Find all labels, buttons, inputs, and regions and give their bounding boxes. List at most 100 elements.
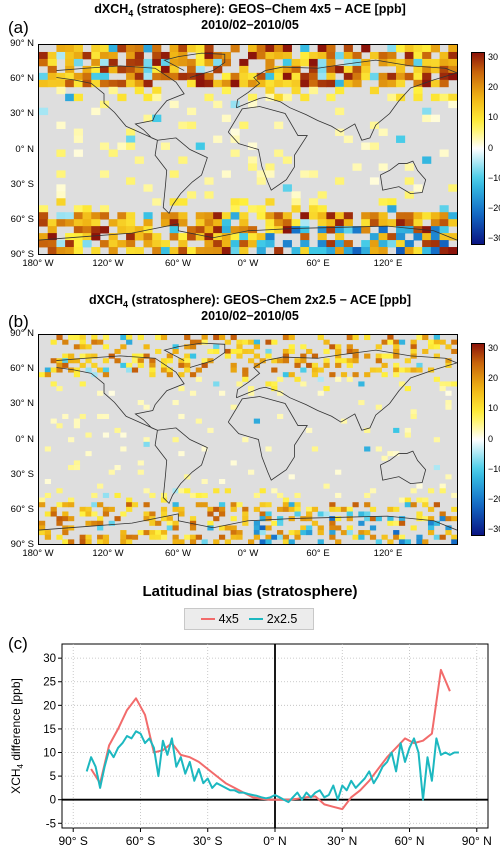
map-cell (47, 58, 57, 67)
y-tick-label: -5 (46, 818, 56, 830)
map-cell (120, 534, 127, 540)
map-cell (422, 51, 432, 60)
map-cell (317, 45, 327, 53)
map-cell (265, 539, 272, 544)
map-cell (358, 530, 365, 536)
map-cell (178, 539, 185, 544)
map-cell (352, 534, 359, 540)
map-cell (274, 45, 284, 53)
map-cell (451, 516, 457, 522)
map-cell (82, 212, 92, 220)
map-cell (47, 72, 57, 81)
map-cell (102, 335, 110, 341)
map-cell (56, 45, 66, 53)
map-cell (56, 247, 66, 254)
map-cell (274, 79, 284, 88)
map-cell (99, 51, 110, 60)
map-cell (50, 339, 57, 345)
map-cell (201, 335, 208, 341)
legend-label-4x5: 4x5 (218, 612, 239, 626)
map-lon-label: 180° W (22, 258, 54, 269)
map-cell (189, 520, 197, 526)
map-cell (143, 353, 150, 359)
map-cell (213, 219, 223, 227)
map-cell (381, 455, 388, 461)
map-cell (451, 348, 457, 354)
map-cell (160, 212, 171, 220)
map-cell (169, 226, 179, 234)
map-cell (393, 353, 400, 359)
map-cell (195, 51, 205, 60)
coastline (39, 513, 457, 531)
map-cell (364, 492, 371, 498)
map-cell (187, 45, 197, 53)
map-cell (317, 367, 324, 373)
map-cell (91, 335, 98, 341)
map-cell (117, 93, 127, 102)
map-cell (73, 79, 83, 88)
map-cell (445, 400, 452, 406)
map-cell (416, 511, 423, 517)
map-cell (352, 502, 359, 508)
map-cell (361, 219, 371, 227)
map-cell (131, 534, 139, 540)
map-cell (326, 51, 336, 60)
map-cell (201, 478, 208, 485)
map-cell (396, 93, 406, 102)
map-cell (172, 437, 179, 443)
map-cell (265, 212, 275, 220)
map-cell (300, 381, 307, 387)
map-cell (294, 502, 301, 508)
map-cell (143, 45, 153, 53)
map-cell (149, 530, 156, 536)
map-cell (221, 72, 231, 81)
map-cell (294, 530, 301, 536)
y-tick-label: 10 (43, 748, 56, 760)
map-cell (413, 226, 423, 234)
map-cell (221, 233, 231, 241)
map-cell (239, 65, 249, 74)
map-cell (56, 488, 63, 494)
map-lon-label: 60° W (165, 258, 191, 269)
map-cell (230, 205, 240, 213)
map-cell (294, 506, 301, 512)
latitudinal-bias-chart: -5 0 5 10 15 20 25 30 90° S 60° S 30° S 0° N 30° N 60… (9, 643, 492, 848)
map-cell (236, 530, 243, 536)
map-cell (306, 348, 313, 354)
map-cell (265, 86, 275, 95)
map-cell (97, 339, 104, 345)
map-cell (117, 226, 127, 234)
map-cell (433, 520, 440, 526)
map-cell (291, 247, 301, 254)
map-cell (282, 335, 290, 341)
map-cell (126, 362, 133, 368)
map-cell (44, 534, 52, 540)
map-cell (393, 451, 400, 457)
map-cell (248, 100, 258, 109)
map-cell (277, 506, 284, 512)
map-cell (396, 226, 406, 234)
map-cell (329, 516, 336, 522)
map-cell (282, 539, 290, 544)
map-cell (352, 247, 362, 254)
map-cell (126, 142, 136, 150)
map-cell (189, 539, 197, 544)
map-cell (398, 367, 406, 373)
map-cell (306, 516, 313, 522)
map-cell (126, 497, 133, 503)
map-cell (361, 72, 371, 81)
map-cell (317, 65, 327, 74)
map-cell (393, 339, 400, 345)
map-cell (248, 539, 255, 544)
map-cell (62, 362, 69, 368)
map-cell (160, 247, 171, 254)
map-cell (91, 362, 98, 368)
map-cell (73, 128, 83, 136)
map-cell (230, 362, 237, 368)
map-cell (335, 212, 345, 220)
legend-item-4x5: 4x5 (200, 612, 239, 626)
map-cell (230, 240, 240, 248)
map-cell (259, 488, 266, 494)
map-cell (369, 142, 380, 150)
map-cell (253, 506, 261, 512)
